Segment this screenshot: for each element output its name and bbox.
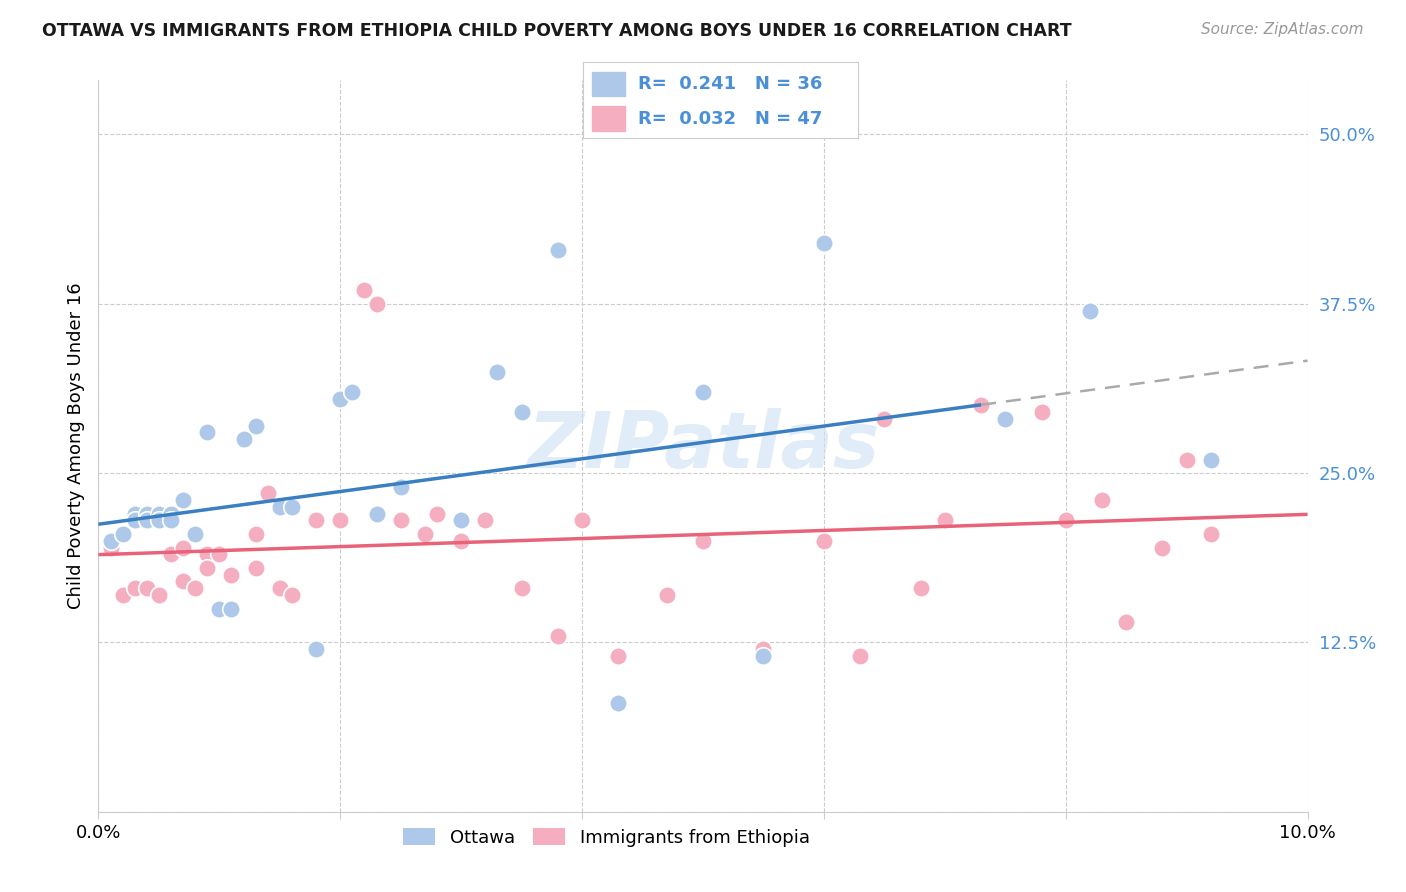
Point [281, 588, 304, 602]
Bar [592, 106, 624, 130]
Point [208, 601, 231, 615]
Point [813, 235, 835, 250]
Point [547, 629, 569, 643]
Point [510, 581, 533, 595]
Point [269, 581, 291, 595]
Point [1091, 493, 1114, 508]
Point [910, 581, 932, 595]
Point [813, 533, 835, 548]
Point [450, 514, 472, 528]
Point [1199, 452, 1222, 467]
Point [353, 283, 375, 297]
Text: R=  0.241   N = 36: R= 0.241 N = 36 [638, 75, 823, 93]
Point [208, 547, 231, 561]
Point [245, 418, 267, 433]
Text: OTTAWA VS IMMIGRANTS FROM ETHIOPIA CHILD POVERTY AMONG BOYS UNDER 16 CORRELATION: OTTAWA VS IMMIGRANTS FROM ETHIOPIA CHILD… [42, 22, 1071, 40]
Point [366, 297, 388, 311]
Point [342, 384, 364, 399]
Point [281, 500, 304, 514]
Point [269, 500, 291, 514]
Point [655, 588, 678, 602]
Point [474, 514, 496, 528]
Y-axis label: Child Poverty Among Boys Under 16: Child Poverty Among Boys Under 16 [66, 283, 84, 609]
Point [692, 384, 714, 399]
Point [389, 514, 412, 528]
Point [184, 581, 207, 595]
Point [692, 533, 714, 548]
Point [849, 648, 872, 663]
Point [305, 514, 328, 528]
Legend: Ottawa, Immigrants from Ethiopia: Ottawa, Immigrants from Ethiopia [395, 822, 817, 854]
Point [607, 697, 630, 711]
Point [486, 364, 509, 378]
Point [100, 533, 122, 548]
Text: R=  0.032   N = 47: R= 0.032 N = 47 [638, 110, 823, 128]
Point [148, 514, 170, 528]
Point [873, 412, 896, 426]
Point [135, 507, 157, 521]
Point [172, 574, 194, 589]
Point [195, 547, 218, 561]
Point [510, 405, 533, 419]
Point [135, 581, 157, 595]
Point [994, 412, 1017, 426]
Point [221, 601, 243, 615]
Point [450, 533, 472, 548]
Point [160, 547, 183, 561]
Point [389, 480, 412, 494]
Point [160, 514, 183, 528]
Point [571, 514, 593, 528]
Point [426, 507, 449, 521]
Point [195, 561, 218, 575]
Point [1078, 303, 1101, 318]
Point [111, 527, 134, 541]
Point [221, 567, 243, 582]
Point [1115, 615, 1137, 629]
Point [100, 541, 122, 555]
Point [245, 561, 267, 575]
Point [148, 588, 170, 602]
Point [1199, 527, 1222, 541]
Point [111, 588, 134, 602]
Point [184, 527, 207, 541]
Point [256, 486, 278, 500]
Text: Source: ZipAtlas.com: Source: ZipAtlas.com [1201, 22, 1364, 37]
Point [329, 392, 352, 406]
Point [547, 243, 569, 257]
Point [124, 514, 146, 528]
Point [124, 507, 146, 521]
Point [329, 514, 352, 528]
Point [305, 642, 328, 657]
Point [1175, 452, 1198, 467]
Point [752, 648, 775, 663]
Point [245, 527, 267, 541]
Point [195, 425, 218, 440]
Bar [592, 71, 624, 95]
Point [160, 507, 183, 521]
Point [934, 514, 956, 528]
Point [135, 514, 157, 528]
Point [124, 581, 146, 595]
Point [1054, 514, 1077, 528]
Point [232, 432, 254, 446]
Point [172, 493, 194, 508]
Point [184, 527, 207, 541]
Point [1152, 541, 1174, 555]
Text: ZIPatlas: ZIPatlas [527, 408, 879, 484]
Point [1031, 405, 1053, 419]
Point [366, 507, 388, 521]
Point [172, 541, 194, 555]
Point [148, 507, 170, 521]
Point [970, 398, 993, 412]
Point [752, 642, 775, 657]
Point [413, 527, 436, 541]
Point [607, 648, 630, 663]
